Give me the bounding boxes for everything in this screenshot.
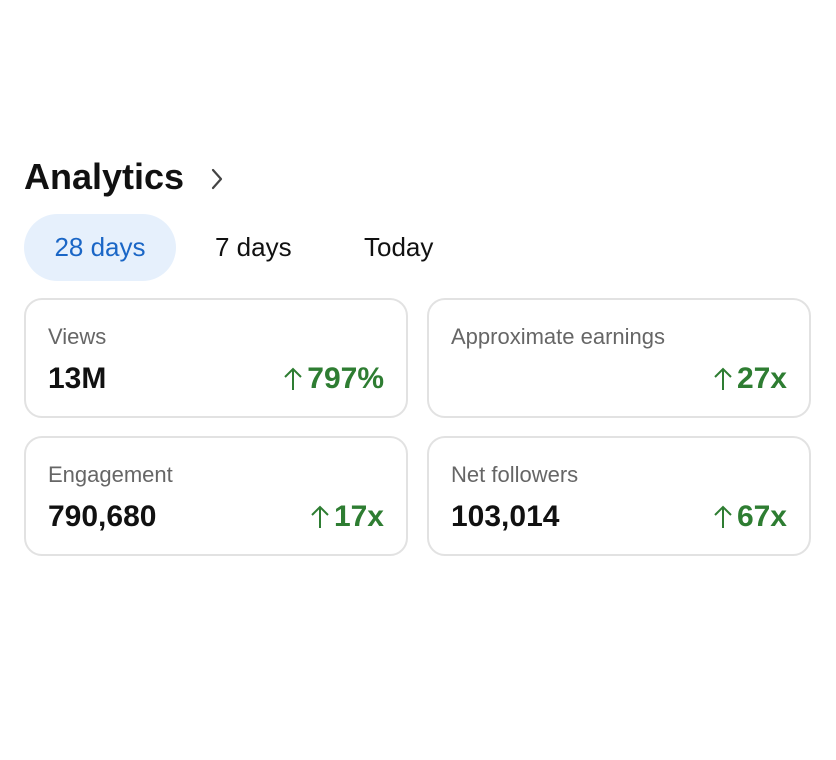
up-arrow [311,505,329,528]
metric-label: Views [48,324,107,349]
metric-change: 27x [713,362,787,396]
metric-change: 797% [283,362,384,396]
tab[interactable]: Today [364,232,434,262]
change-text: 797% [307,362,384,395]
up-arrow [714,367,732,390]
metric-value: 103,014 [451,500,560,533]
metric-card[interactable]: Engagement 790,680 17x [24,436,408,556]
tab[interactable]: 28 days [24,214,176,281]
metric-label: Net followers [451,462,579,487]
metric-card[interactable]: Views 13M 797% [24,298,408,418]
metric-label: Approximate earnings [451,324,666,349]
metric-change: 67x [713,500,787,534]
metric-label: Engagement [48,462,173,487]
tab[interactable]: 7 days [215,232,292,262]
metric-value: 13M [48,362,107,395]
metric-change: 17x [310,500,384,534]
metric-card[interactable]: Approximate earnings 27x [427,298,811,418]
chevron-icon[interactable] [208,166,226,192]
up-arrow [284,367,302,390]
change-text: 67x [736,500,787,533]
change-text: 17x [333,500,384,533]
up-arrow [714,505,732,528]
section-title[interactable]: Analytics [24,156,185,197]
metric-value: 790,680 [48,500,157,533]
metric-card[interactable]: Net followers 103,014 67x [427,436,811,556]
change-text: 27x [736,362,787,395]
